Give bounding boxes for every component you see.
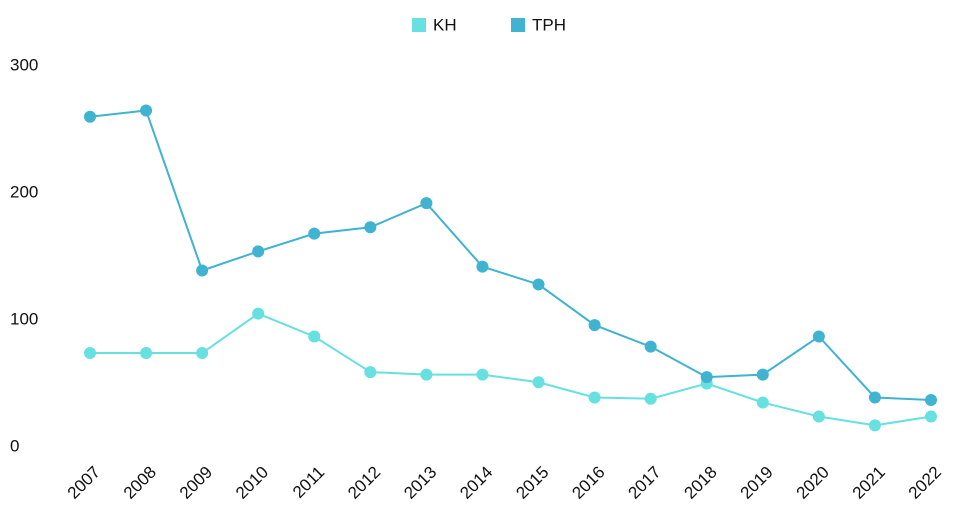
x-tick-label: 2010	[232, 463, 272, 503]
x-tick-label: 2009	[176, 463, 216, 503]
y-tick-label: 0	[10, 436, 19, 455]
x-tick-label: 2013	[400, 463, 440, 503]
data-point	[868, 419, 881, 432]
data-point	[925, 410, 937, 423]
data-point	[532, 278, 545, 291]
y-tick-label: 200	[10, 182, 38, 201]
data-point	[868, 391, 881, 404]
data-point	[588, 319, 601, 332]
data-point	[812, 410, 825, 423]
data-point	[84, 347, 96, 360]
data-point	[196, 264, 209, 277]
data-point	[308, 227, 321, 240]
data-point	[252, 307, 265, 320]
data-point	[140, 347, 153, 360]
legend-swatch	[511, 18, 525, 32]
legend-label: TPH	[532, 15, 566, 34]
data-point	[476, 368, 489, 381]
data-point	[644, 392, 657, 405]
data-point	[925, 394, 937, 407]
data-point	[644, 340, 657, 353]
x-tick-label: 2021	[849, 463, 889, 503]
y-tick-label: 100	[10, 309, 38, 328]
data-point	[700, 371, 713, 384]
y-tick-label: 300	[10, 55, 38, 74]
x-tick-label: 2012	[344, 463, 384, 503]
data-point	[140, 104, 153, 117]
x-tick-label: 2011	[289, 463, 328, 502]
x-tick-label: 2017	[624, 463, 664, 503]
x-tick-label: 2008	[120, 463, 160, 503]
x-tick-label: 2018	[681, 463, 721, 503]
data-point	[476, 260, 489, 273]
legend-swatch	[412, 18, 426, 32]
data-point	[756, 396, 769, 409]
x-tick-label: 2015	[512, 463, 552, 503]
legend-label: KH	[433, 15, 457, 34]
x-tick-label: 2014	[456, 463, 496, 503]
x-tick-label: 2020	[793, 463, 833, 503]
data-point	[196, 347, 209, 360]
x-tick-label: 2019	[737, 463, 777, 503]
data-point	[364, 221, 377, 234]
x-tick-label: 2016	[568, 463, 608, 503]
x-tick-label: 2022	[905, 463, 945, 503]
data-point	[532, 376, 545, 389]
data-point	[84, 110, 96, 123]
data-point	[252, 245, 265, 258]
data-point	[364, 366, 377, 379]
data-point	[756, 368, 769, 381]
data-point	[812, 330, 825, 343]
data-point	[420, 197, 433, 210]
data-point	[308, 330, 321, 343]
series-line	[90, 312, 932, 427]
series-line	[89, 109, 932, 402]
x-tick-label: 2007	[64, 463, 104, 503]
data-point	[588, 391, 601, 404]
data-point	[420, 368, 433, 381]
